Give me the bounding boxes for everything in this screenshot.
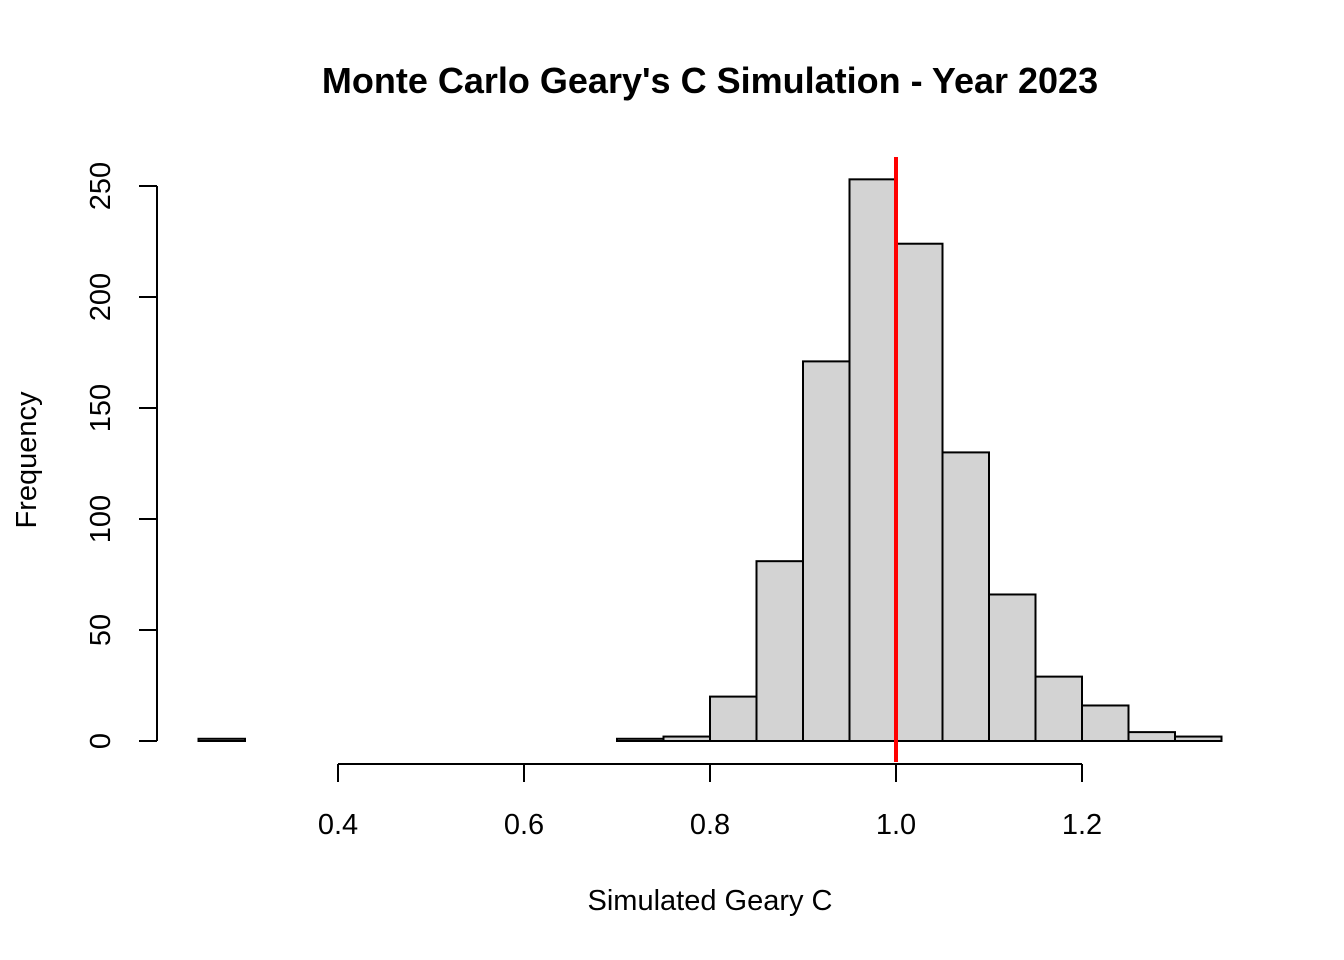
x-tick-label: 0.8: [690, 809, 730, 841]
y-tick-label: 50: [85, 614, 117, 646]
histogram-bar: [1174, 735, 1223, 742]
x-axis: 0.4 0.6 0.8 1.0 1.2: [318, 763, 1102, 841]
y-tick-label: 150: [85, 384, 117, 432]
x-tick-label: 1.0: [876, 809, 916, 841]
histogram-bar: [616, 737, 665, 743]
histogram-bar: [1081, 704, 1130, 742]
histogram-bar: [895, 242, 944, 742]
x-tick-label: 1.2: [1062, 809, 1102, 841]
y-axis-label: Frequency: [11, 391, 43, 529]
histogram-bar: [988, 593, 1037, 742]
histogram-bar: [755, 560, 804, 742]
histogram-bar: [802, 360, 851, 742]
histogram-bar: [197, 737, 246, 743]
x-tick-label: 0.6: [504, 809, 544, 841]
x-axis-label: Simulated Geary C: [588, 885, 833, 917]
chart-title: Monte Carlo Geary's C Simulation - Year …: [322, 60, 1098, 101]
y-tick-label: 200: [85, 273, 117, 321]
histogram-bar: [709, 695, 758, 742]
y-tick-label: 0: [85, 733, 117, 749]
histogram-bar: [662, 735, 711, 742]
y-tick-label: 100: [85, 495, 117, 543]
histogram-bar: [1127, 731, 1176, 742]
x-tick-label: 0.4: [318, 809, 358, 841]
histogram-bar: [941, 451, 990, 742]
histogram-bar: [848, 178, 897, 742]
histogram-bars: [197, 178, 1223, 743]
y-axis: 0 50 100 150 200 250: [85, 162, 158, 749]
y-tick-label: 250: [85, 162, 117, 210]
histogram-bar: [1034, 675, 1083, 742]
